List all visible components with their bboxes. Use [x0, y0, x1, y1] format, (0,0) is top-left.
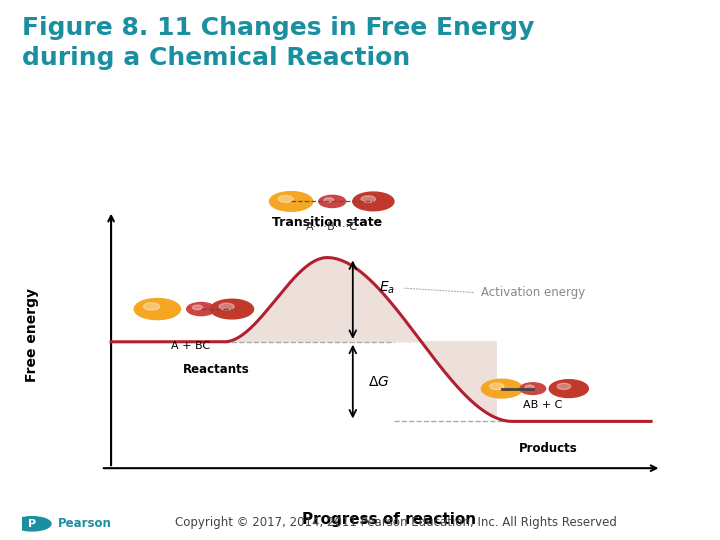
- Text: Activation energy: Activation energy: [482, 286, 585, 299]
- Text: Copyright © 2017, 2014, 2011 Pearson Education, Inc. All Rights Reserved: Copyright © 2017, 2014, 2011 Pearson Edu…: [175, 516, 617, 529]
- Text: Pearson: Pearson: [58, 517, 112, 530]
- Text: AB + C: AB + C: [523, 400, 563, 410]
- Circle shape: [490, 383, 504, 389]
- Circle shape: [219, 303, 234, 310]
- Circle shape: [549, 380, 588, 397]
- Circle shape: [353, 192, 394, 211]
- Circle shape: [269, 192, 312, 211]
- Circle shape: [192, 305, 202, 310]
- Text: Reactants: Reactants: [183, 363, 250, 376]
- Circle shape: [13, 517, 51, 531]
- Circle shape: [557, 383, 571, 389]
- Circle shape: [319, 195, 346, 207]
- Text: Figure 8. 11 Changes in Free Energy
during a Chemical Reaction: Figure 8. 11 Changes in Free Energy duri…: [22, 16, 534, 70]
- Circle shape: [525, 385, 534, 389]
- Circle shape: [278, 195, 293, 202]
- Text: Transition state: Transition state: [272, 217, 382, 230]
- Circle shape: [361, 196, 375, 202]
- Circle shape: [520, 383, 546, 394]
- Text: P: P: [28, 519, 36, 529]
- Circle shape: [186, 302, 215, 315]
- Circle shape: [210, 299, 253, 319]
- Circle shape: [134, 299, 181, 320]
- Text: $\mathit{E}_\mathit{a}$: $\mathit{E}_\mathit{a}$: [379, 280, 395, 296]
- Circle shape: [482, 379, 523, 398]
- Circle shape: [143, 303, 160, 310]
- Text: Products: Products: [519, 442, 577, 455]
- Polygon shape: [225, 258, 496, 418]
- Text: $\Delta G$: $\Delta G$: [368, 375, 390, 389]
- Text: Free energy: Free energy: [24, 288, 39, 382]
- Text: Progress of reaction: Progress of reaction: [302, 512, 476, 526]
- Text: A + BC: A + BC: [171, 341, 210, 351]
- Circle shape: [324, 198, 333, 202]
- Text: A····B····C: A····B····C: [306, 222, 359, 232]
